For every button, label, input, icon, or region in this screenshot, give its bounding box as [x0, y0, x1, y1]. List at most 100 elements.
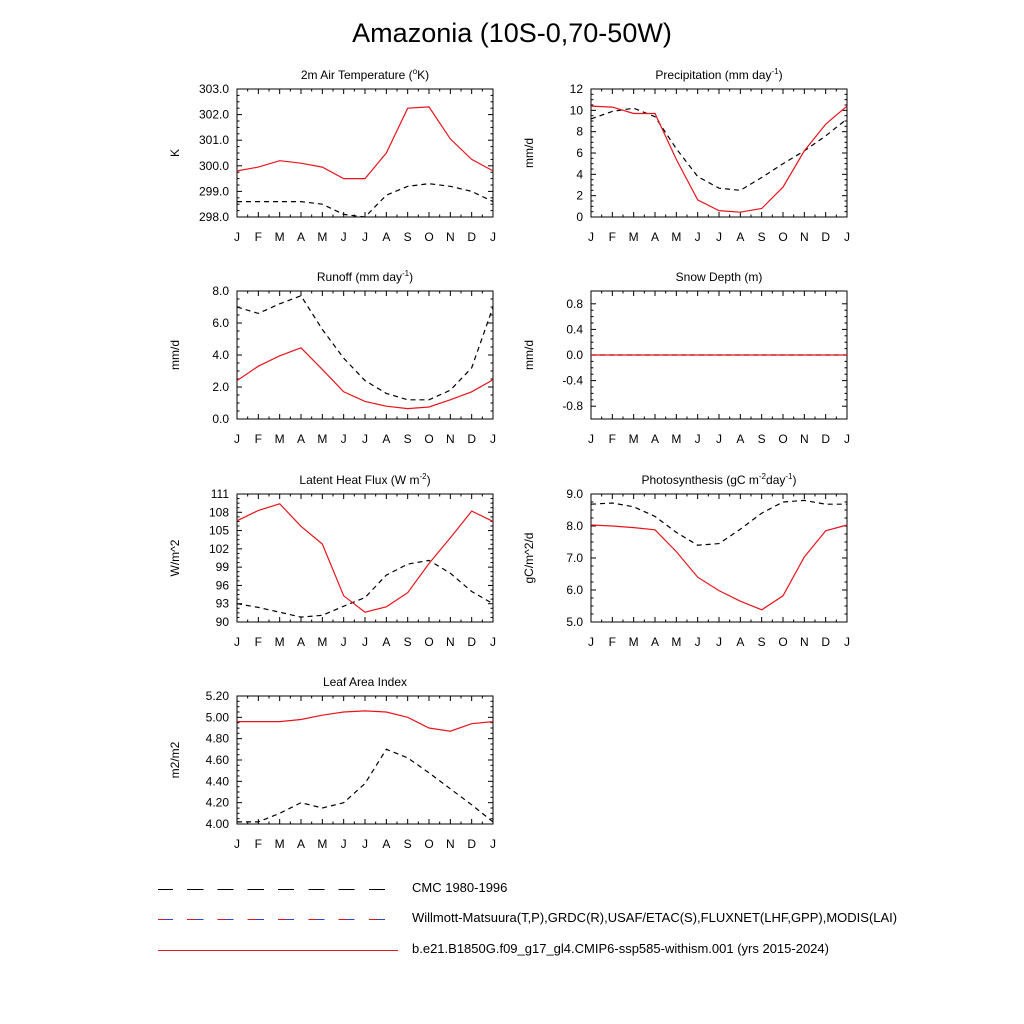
y-tick-label: 8.0	[212, 284, 229, 298]
x-tick-label: M	[317, 635, 327, 649]
x-tick-label: A	[651, 432, 659, 446]
x-tick-label: F	[255, 635, 262, 649]
panel-6: J F M A M J J A S O N D J5.06.07.08.09.0Photosynthes…	[522, 472, 850, 649]
x-tick-label: D	[821, 230, 830, 244]
x-tick-label: O	[778, 230, 787, 244]
y-axis-label: mm/d	[522, 138, 536, 168]
x-tick-label: O	[778, 635, 787, 649]
x-tick-label: O	[424, 230, 433, 244]
y-tick-label: 4.0	[212, 348, 229, 362]
x-tick-label: A	[736, 230, 744, 244]
series-line-model	[236, 347, 494, 410]
y-tick-label: -0.8	[562, 399, 583, 413]
y-tick-label: 5.20	[206, 689, 230, 703]
y-tick-label: 4.60	[206, 753, 230, 767]
plot-frame	[236, 88, 494, 218]
x-tick-label: O	[424, 837, 433, 851]
x-tick-label: J	[341, 635, 347, 649]
y-tick-label: 2.0	[212, 380, 229, 394]
y-tick-label: 302.0	[199, 108, 229, 122]
x-tick-label: J	[234, 837, 240, 851]
y-tick-label: 300.0	[199, 159, 229, 173]
panel-1: J F M A M J J A S O N D J298.0299.0300.0301.0302.030…	[168, 67, 496, 244]
series-line-obs	[590, 107, 848, 191]
y-tick-label: -0.4	[562, 374, 583, 388]
legend-line-red-blue-dashed	[158, 919, 398, 920]
plot-frame	[236, 695, 494, 825]
x-tick-label: J	[716, 230, 722, 244]
y-tick-label: 6.0	[566, 583, 583, 597]
y-tick-label: 4.00	[206, 817, 230, 831]
x-tick-label: N	[800, 432, 809, 446]
x-tick-label: S	[404, 230, 412, 244]
series-line-model	[236, 503, 494, 613]
y-tick-label: 9.0	[566, 487, 583, 501]
x-tick-label: F	[609, 635, 616, 649]
series-line-obs	[237, 748, 494, 823]
y-tick-label: 111	[211, 487, 230, 501]
panel-title: Snow Depth (m)	[676, 270, 763, 284]
x-tick-label: J	[490, 230, 496, 244]
x-tick-label: S	[758, 635, 766, 649]
y-tick-label: 0	[576, 210, 583, 224]
x-tick-label: N	[800, 635, 809, 649]
x-tick-label: D	[467, 635, 476, 649]
y-tick-label: 6.0	[212, 316, 229, 330]
x-tick-label: A	[297, 635, 305, 649]
y-tick-label: 0.8	[566, 297, 583, 311]
y-axis-label: K	[168, 149, 182, 157]
x-tick-label: A	[736, 635, 744, 649]
y-tick-label: 7.0	[566, 551, 583, 565]
x-tick-label: A	[736, 432, 744, 446]
x-tick-label: M	[671, 230, 681, 244]
x-tick-label: N	[446, 230, 455, 244]
x-tick-label: J	[490, 837, 496, 851]
plot-frame	[236, 493, 494, 623]
y-axis-label: W/m^2	[168, 539, 182, 576]
x-tick-label: M	[275, 837, 285, 851]
x-tick-label: N	[446, 635, 455, 649]
x-tick-label: J	[588, 635, 594, 649]
y-tick-label: 2	[576, 189, 583, 203]
x-tick-label: S	[404, 635, 412, 649]
x-tick-label: F	[609, 432, 616, 446]
x-tick-label: J	[695, 230, 701, 244]
x-tick-label: J	[234, 432, 240, 446]
x-tick-label: A	[382, 635, 390, 649]
x-tick-label: J	[844, 432, 850, 446]
legend-label: b.e21.B1850G.f09_g17_gl4.CMIP6-ssp585-wi…	[412, 941, 829, 956]
y-tick-label: 108	[209, 505, 229, 519]
x-tick-label: M	[275, 635, 285, 649]
plot-frame	[590, 88, 848, 218]
panel-title: Leaf Area Index	[323, 675, 407, 689]
x-tick-label: A	[297, 432, 305, 446]
y-tick-label: 4.40	[206, 774, 230, 788]
x-tick-label: F	[255, 432, 262, 446]
y-tick-label: 102	[209, 542, 229, 556]
y-tick-label: 4.80	[206, 732, 230, 746]
x-tick-label: N	[446, 837, 455, 851]
x-tick-label: A	[297, 837, 305, 851]
panel-title: Photosynthesis (gC m-2day-1)	[642, 472, 797, 487]
series-line-obs	[590, 499, 847, 546]
x-tick-label: J	[362, 230, 368, 244]
y-axis-label: gC/m^2/d	[522, 533, 536, 584]
x-tick-label: A	[382, 837, 390, 851]
y-tick-label: 0.0	[566, 348, 583, 362]
y-tick-label: 301.0	[199, 133, 229, 147]
x-tick-label: J	[716, 635, 722, 649]
x-tick-label: F	[609, 230, 616, 244]
plot-frame	[590, 493, 848, 623]
panel-title: 2m Air Temperature (oK)	[301, 67, 429, 82]
y-axis-label: mm/d	[168, 340, 182, 370]
series-line-model	[590, 524, 848, 611]
legend-entry-model: b.e21.B1850G.f09_g17_gl4.CMIP6-ssp585-wi…	[158, 941, 958, 961]
x-tick-label: J	[716, 432, 722, 446]
x-tick-label: M	[671, 432, 681, 446]
x-tick-label: A	[382, 432, 390, 446]
y-tick-label: 0.0	[212, 412, 229, 426]
x-tick-label: N	[446, 432, 455, 446]
